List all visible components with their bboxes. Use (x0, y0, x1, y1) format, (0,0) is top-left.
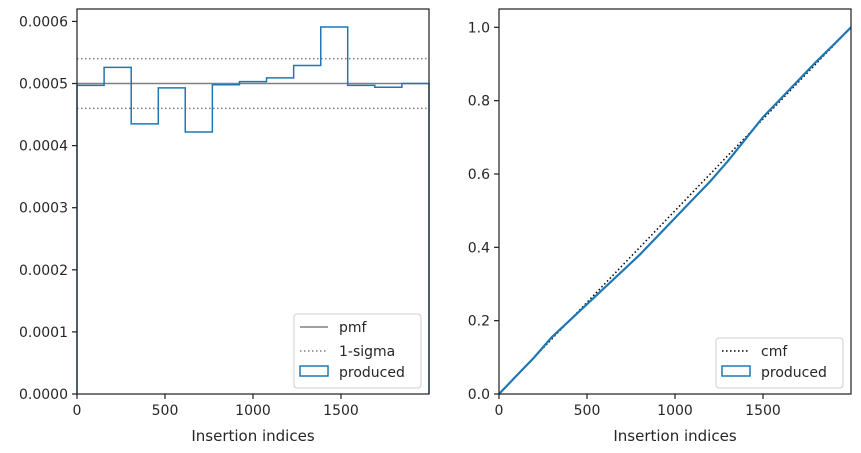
x-tick-label: 1500 (323, 403, 359, 419)
y-tick-label: 0.0002 (19, 263, 68, 279)
legend-box (293, 313, 422, 389)
pmf-histogram-panel: 0 500 1000 1500 0.00000.00010.00020.00030.0… (19, 8, 430, 445)
x-axis-ticks: 0 500 1000 1500 (73, 394, 359, 419)
y-tick-label: 0.0000 (19, 387, 68, 403)
x-tick-label: 1000 (235, 403, 271, 419)
legend-marker-produced (299, 365, 329, 377)
reference-lines (77, 57, 429, 110)
x-tick-label: 0 (73, 403, 82, 419)
legend-label-pmf: pmf (339, 320, 368, 336)
y-tick-label: 0.2 (468, 314, 490, 330)
y-tick-label: 0.0004 (19, 139, 68, 155)
x-axis-label: Insertion indices (191, 427, 314, 445)
legend: pmf 1-sigma produced (293, 313, 422, 389)
legend-label-cmf: cmf (761, 344, 788, 360)
y-tick-label: 0.0001 (19, 325, 68, 341)
x-axis-ticks: 0 500 1000 1500 (495, 394, 781, 419)
x-tick-label: 1500 (745, 403, 781, 419)
produced-cumulative-line (498, 26, 852, 395)
y-tick-label: 0.0003 (19, 201, 68, 217)
y-tick-label: 1.0 (468, 20, 490, 36)
legend: cmf produced (715, 337, 844, 389)
x-tick-label: 1000 (657, 403, 693, 419)
x-tick-label: 0 (495, 403, 504, 419)
histogram-series (76, 26, 430, 394)
plot-area-background (499, 9, 851, 394)
y-tick-label: 0.8 (468, 94, 490, 110)
y-axis-ticks: 0.0 0.2 0.4 0.6 0.8 1.0 (468, 20, 499, 403)
histogram-produced (76, 26, 430, 394)
x-tick-label: 500 (152, 403, 179, 419)
cmf-panel: 0 500 1000 1500 0.0 0.2 0.4 0.6 0.8 1.0 Insertio… (468, 8, 852, 445)
legend-label-1-sigma: 1-sigma (339, 344, 395, 360)
y-tick-label: 0.0 (468, 387, 490, 403)
y-tick-label: 0.0005 (19, 77, 68, 93)
y-tick-label: 0.0006 (19, 14, 68, 30)
cumulative-series (498, 26, 852, 395)
x-axis-label: Insertion indices (613, 427, 736, 445)
x-tick-label: 500 (574, 403, 601, 419)
legend-marker-produced (721, 365, 751, 377)
y-axis-ticks: 0.0000 0.0001 0.0002 0.0003 0.0004 0.0005 0.00… (19, 14, 77, 403)
y-tick-label: 0.4 (468, 240, 490, 256)
legend-label-produced: produced (339, 365, 405, 381)
legend-label-produced: produced (761, 365, 827, 381)
y-tick-label: 0.6 (468, 167, 490, 183)
